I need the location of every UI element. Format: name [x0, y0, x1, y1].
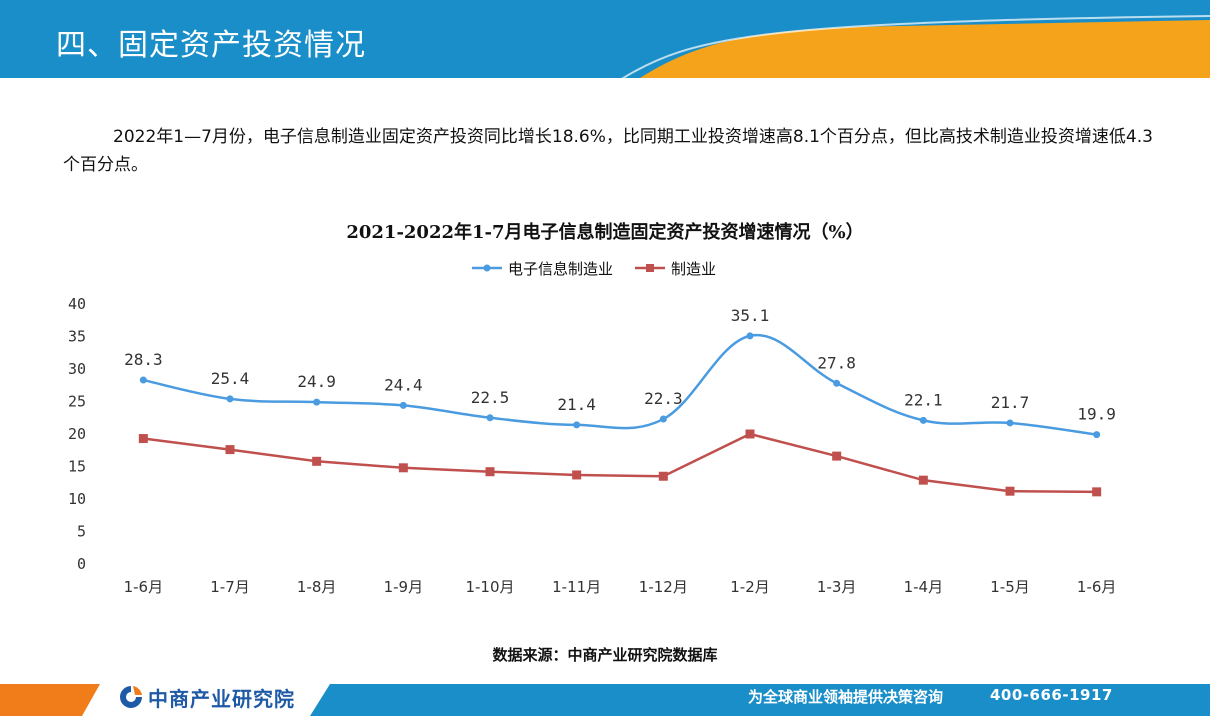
data-point-marker: [833, 379, 841, 387]
data-label: 27.8: [817, 353, 856, 372]
data-label: 19.9: [1077, 405, 1116, 424]
data-point-marker: [745, 429, 755, 439]
y-tick-label: 25: [68, 393, 86, 411]
data-point-marker: [1093, 431, 1101, 439]
x-tick-label: 1-3月: [817, 578, 857, 596]
y-tick-label: 40: [68, 295, 86, 313]
data-label: 28.3: [124, 350, 163, 369]
legend-item-electronics: 电子信息制造业: [472, 258, 613, 279]
data-label: 35.1: [731, 306, 770, 325]
data-point-marker: [659, 415, 667, 423]
legend-line-square-icon: [635, 264, 666, 272]
data-point-marker: [398, 463, 408, 473]
footer-logo-text: 中商产业研究院: [148, 686, 295, 711]
chart-legend: 电子信息制造业 制造业: [472, 255, 738, 281]
x-tick-label: 1-9月: [384, 578, 424, 596]
x-tick-label: 1-8月: [297, 578, 337, 596]
y-tick-label: 35: [68, 328, 86, 346]
data-point-marker: [139, 376, 147, 384]
data-point-marker: [746, 332, 754, 340]
x-tick-label: 1-7月: [210, 578, 250, 596]
footer-phone: 400-666-1917: [990, 686, 1113, 704]
x-tick-label: 1-6月: [124, 578, 164, 596]
y-tick-label: 5: [77, 523, 86, 541]
data-label: 24.4: [384, 375, 423, 394]
series-line-1: [143, 432, 1097, 494]
x-tick-label: 1-6月: [1077, 578, 1117, 596]
legend-line-circle-icon: [472, 264, 502, 272]
data-point-marker: [918, 475, 928, 485]
data-point-marker: [225, 445, 235, 455]
x-tick-label: 1-10月: [465, 578, 514, 596]
intro-paragraph: 2022年1—7月份，电子信息制造业固定资产投资同比增长18.6%，比同期工业投…: [63, 127, 1153, 175]
chart-title: 2021-2022年1-7月电子信息制造固定资产投资增速情况（%）: [346, 222, 864, 243]
data-point-marker: [485, 467, 495, 477]
y-tick-label: 15: [68, 458, 86, 476]
data-point-marker: [832, 451, 842, 461]
y-tick-label: 30: [68, 360, 86, 378]
footer-logo: 中商产业研究院: [118, 683, 295, 711]
data-point-marker: [658, 471, 668, 481]
y-tick-label: 0: [77, 555, 86, 573]
page-title: 四、固定资产投资情况: [56, 28, 366, 63]
data-point-marker: [138, 434, 148, 444]
data-point-marker: [1005, 486, 1015, 496]
data-point-marker: [1092, 487, 1102, 497]
legend-label-manufacturing: 制造业: [671, 259, 717, 278]
data-point-marker: [312, 456, 322, 466]
data-point-marker: [313, 398, 321, 406]
data-point-marker: [399, 401, 407, 409]
x-tick-label: 1-11月: [552, 578, 601, 596]
data-label: 22.5: [471, 388, 510, 407]
data-label: 22.3: [644, 389, 683, 408]
data-point-marker: [573, 421, 581, 429]
footer-banner: [0, 684, 1210, 716]
data-label: 22.1: [904, 390, 943, 409]
x-tick-label: 1-12月: [639, 578, 688, 596]
y-tick-label: 20: [68, 425, 86, 443]
x-tick-label: 1-2月: [730, 578, 770, 596]
y-tick-label: 10: [68, 490, 86, 508]
x-tick-label: 1-4月: [904, 578, 944, 596]
x-tick-label: 1-5月: [990, 578, 1030, 596]
header-banner: [0, 0, 1210, 80]
data-point-marker: [572, 470, 582, 480]
data-label: 24.9: [297, 372, 336, 391]
footer-slogan: 为全球商业领袖提供决策咨询: [748, 688, 944, 706]
data-point-marker: [226, 395, 234, 403]
data-point-marker: [1006, 419, 1014, 427]
data-point-marker: [486, 414, 494, 422]
data-source: 数据来源：中商产业研究院数据库: [492, 646, 718, 664]
legend-item-manufacturing: 制造业: [635, 258, 716, 279]
legend-label-electronics: 电子信息制造业: [508, 259, 614, 278]
series-line-0: [143, 333, 1097, 436]
company-logo-icon: [120, 686, 142, 708]
data-label: 21.7: [991, 393, 1030, 412]
data-point-marker: [919, 416, 927, 424]
data-label: 25.4: [211, 369, 250, 388]
data-label: 21.4: [557, 395, 596, 414]
